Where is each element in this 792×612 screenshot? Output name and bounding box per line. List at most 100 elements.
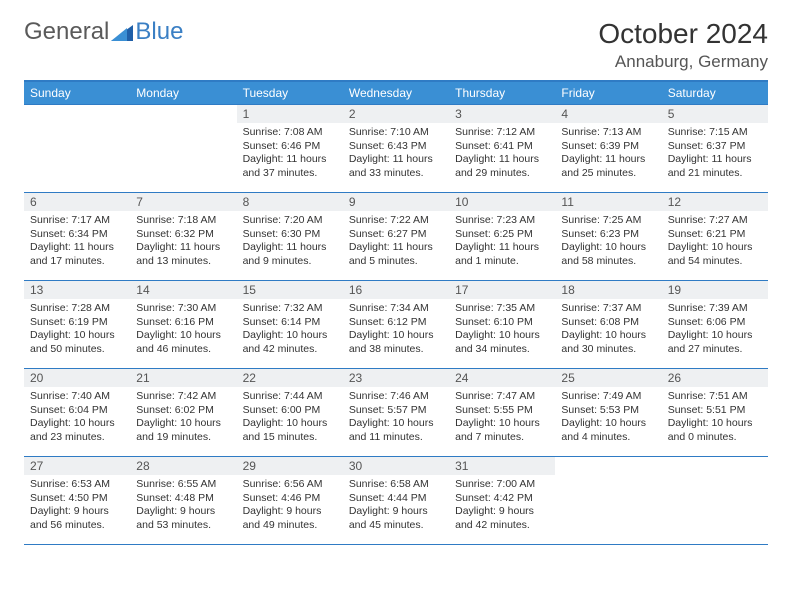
sunset-text: Sunset: 4:44 PM <box>349 492 443 506</box>
daylight-text: Daylight: 10 hours and 27 minutes. <box>668 329 762 356</box>
day-number: 22 <box>237 369 343 387</box>
day-header: Tuesday <box>237 81 343 105</box>
calendar-day-cell: 6Sunrise: 7:17 AMSunset: 6:34 PMDaylight… <box>24 193 130 281</box>
calendar-day-cell: 25Sunrise: 7:49 AMSunset: 5:53 PMDayligh… <box>555 369 661 457</box>
daylight-text: Daylight: 11 hours and 9 minutes. <box>243 241 337 268</box>
day-number: 29 <box>237 457 343 475</box>
day-details: Sunrise: 7:49 AMSunset: 5:53 PMDaylight:… <box>555 387 661 449</box>
sunrise-text: Sunrise: 7:47 AM <box>455 390 549 404</box>
day-details: Sunrise: 7:12 AMSunset: 6:41 PMDaylight:… <box>449 123 555 185</box>
sunset-text: Sunset: 6:12 PM <box>349 316 443 330</box>
calendar-day-cell: 8Sunrise: 7:20 AMSunset: 6:30 PMDaylight… <box>237 193 343 281</box>
day-number: 5 <box>662 105 768 123</box>
sunset-text: Sunset: 6:39 PM <box>561 140 655 154</box>
sunset-text: Sunset: 6:46 PM <box>243 140 337 154</box>
sunrise-text: Sunrise: 7:08 AM <box>243 126 337 140</box>
daylight-text: Daylight: 11 hours and 5 minutes. <box>349 241 443 268</box>
daylight-text: Daylight: 10 hours and 38 minutes. <box>349 329 443 356</box>
sunset-text: Sunset: 6:14 PM <box>243 316 337 330</box>
sunset-text: Sunset: 6:37 PM <box>668 140 762 154</box>
daylight-text: Daylight: 9 hours and 53 minutes. <box>136 505 230 532</box>
day-number: 30 <box>343 457 449 475</box>
day-number: 21 <box>130 369 236 387</box>
sunset-text: Sunset: 6:34 PM <box>30 228 124 242</box>
sunrise-text: Sunrise: 7:37 AM <box>561 302 655 316</box>
day-number: 17 <box>449 281 555 299</box>
calendar-empty-cell <box>130 105 236 193</box>
sunrise-text: Sunrise: 7:42 AM <box>136 390 230 404</box>
day-number: 9 <box>343 193 449 211</box>
header: General Blue October 2024 Annaburg, Germ… <box>24 18 768 72</box>
day-details: Sunrise: 7:46 AMSunset: 5:57 PMDaylight:… <box>343 387 449 449</box>
sunrise-text: Sunrise: 7:32 AM <box>243 302 337 316</box>
day-number: 23 <box>343 369 449 387</box>
calendar-week-row: 20Sunrise: 7:40 AMSunset: 6:04 PMDayligh… <box>24 369 768 457</box>
logo: General Blue <box>24 18 183 46</box>
day-number: 10 <box>449 193 555 211</box>
calendar-day-cell: 10Sunrise: 7:23 AMSunset: 6:25 PMDayligh… <box>449 193 555 281</box>
calendar-header-row: SundayMondayTuesdayWednesdayThursdayFrid… <box>24 81 768 105</box>
daylight-text: Daylight: 10 hours and 4 minutes. <box>561 417 655 444</box>
day-number: 4 <box>555 105 661 123</box>
day-number: 31 <box>449 457 555 475</box>
sunrise-text: Sunrise: 6:58 AM <box>349 478 443 492</box>
calendar-day-cell: 3Sunrise: 7:12 AMSunset: 6:41 PMDaylight… <box>449 105 555 193</box>
day-details: Sunrise: 7:22 AMSunset: 6:27 PMDaylight:… <box>343 211 449 273</box>
sunrise-text: Sunrise: 7:10 AM <box>349 126 443 140</box>
day-number: 8 <box>237 193 343 211</box>
daylight-text: Daylight: 10 hours and 19 minutes. <box>136 417 230 444</box>
day-details: Sunrise: 7:17 AMSunset: 6:34 PMDaylight:… <box>24 211 130 273</box>
calendar-day-cell: 7Sunrise: 7:18 AMSunset: 6:32 PMDaylight… <box>130 193 236 281</box>
sunset-text: Sunset: 6:23 PM <box>561 228 655 242</box>
calendar-day-cell: 5Sunrise: 7:15 AMSunset: 6:37 PMDaylight… <box>662 105 768 193</box>
calendar-day-cell: 13Sunrise: 7:28 AMSunset: 6:19 PMDayligh… <box>24 281 130 369</box>
day-number: 27 <box>24 457 130 475</box>
calendar-empty-cell <box>555 457 661 545</box>
day-number: 7 <box>130 193 236 211</box>
sunrise-text: Sunrise: 7:17 AM <box>30 214 124 228</box>
calendar-empty-cell <box>24 105 130 193</box>
day-details: Sunrise: 7:51 AMSunset: 5:51 PMDaylight:… <box>662 387 768 449</box>
day-number: 14 <box>130 281 236 299</box>
sunset-text: Sunset: 4:50 PM <box>30 492 124 506</box>
calendar-day-cell: 1Sunrise: 7:08 AMSunset: 6:46 PMDaylight… <box>237 105 343 193</box>
daylight-text: Daylight: 11 hours and 29 minutes. <box>455 153 549 180</box>
daylight-text: Daylight: 11 hours and 21 minutes. <box>668 153 762 180</box>
calendar-day-cell: 26Sunrise: 7:51 AMSunset: 5:51 PMDayligh… <box>662 369 768 457</box>
calendar-table: SundayMondayTuesdayWednesdayThursdayFrid… <box>24 80 768 545</box>
calendar-day-cell: 16Sunrise: 7:34 AMSunset: 6:12 PMDayligh… <box>343 281 449 369</box>
sunset-text: Sunset: 6:06 PM <box>668 316 762 330</box>
day-number: 28 <box>130 457 236 475</box>
sunset-text: Sunset: 6:21 PM <box>668 228 762 242</box>
day-number: 11 <box>555 193 661 211</box>
calendar-day-cell: 12Sunrise: 7:27 AMSunset: 6:21 PMDayligh… <box>662 193 768 281</box>
daylight-text: Daylight: 10 hours and 7 minutes. <box>455 417 549 444</box>
day-number: 16 <box>343 281 449 299</box>
calendar-day-cell: 17Sunrise: 7:35 AMSunset: 6:10 PMDayligh… <box>449 281 555 369</box>
day-details: Sunrise: 7:39 AMSunset: 6:06 PMDaylight:… <box>662 299 768 361</box>
calendar-day-cell: 27Sunrise: 6:53 AMSunset: 4:50 PMDayligh… <box>24 457 130 545</box>
sunrise-text: Sunrise: 7:28 AM <box>30 302 124 316</box>
sunrise-text: Sunrise: 7:22 AM <box>349 214 443 228</box>
calendar-day-cell: 21Sunrise: 7:42 AMSunset: 6:02 PMDayligh… <box>130 369 236 457</box>
sunrise-text: Sunrise: 7:49 AM <box>561 390 655 404</box>
daylight-text: Daylight: 9 hours and 56 minutes. <box>30 505 124 532</box>
sunset-text: Sunset: 6:43 PM <box>349 140 443 154</box>
logo-triangle-icon <box>111 23 133 41</box>
day-details: Sunrise: 6:58 AMSunset: 4:44 PMDaylight:… <box>343 475 449 537</box>
day-number: 12 <box>662 193 768 211</box>
day-number: 18 <box>555 281 661 299</box>
calendar-day-cell: 19Sunrise: 7:39 AMSunset: 6:06 PMDayligh… <box>662 281 768 369</box>
day-details: Sunrise: 7:20 AMSunset: 6:30 PMDaylight:… <box>237 211 343 273</box>
sunset-text: Sunset: 6:08 PM <box>561 316 655 330</box>
daylight-text: Daylight: 11 hours and 25 minutes. <box>561 153 655 180</box>
calendar-day-cell: 18Sunrise: 7:37 AMSunset: 6:08 PMDayligh… <box>555 281 661 369</box>
day-number: 24 <box>449 369 555 387</box>
sunrise-text: Sunrise: 7:46 AM <box>349 390 443 404</box>
day-number: 2 <box>343 105 449 123</box>
calendar-day-cell: 9Sunrise: 7:22 AMSunset: 6:27 PMDaylight… <box>343 193 449 281</box>
sunset-text: Sunset: 6:04 PM <box>30 404 124 418</box>
sunset-text: Sunset: 6:32 PM <box>136 228 230 242</box>
day-header: Saturday <box>662 81 768 105</box>
sunrise-text: Sunrise: 7:40 AM <box>30 390 124 404</box>
